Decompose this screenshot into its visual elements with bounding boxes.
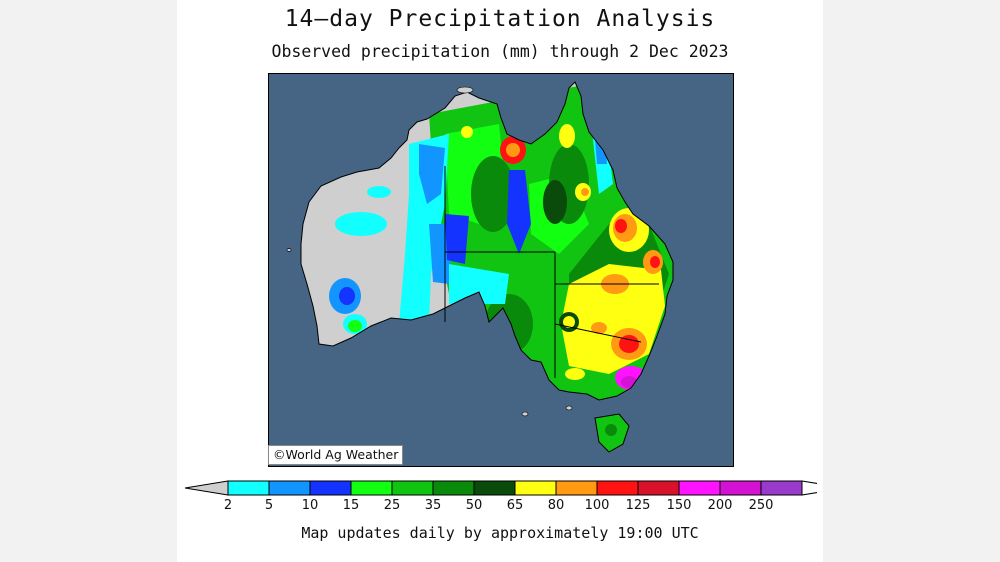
legend-tick-label: 65 — [507, 498, 524, 513]
legend-swatch — [473, 480, 516, 496]
map-credit: ©World Ag Weather — [268, 445, 404, 465]
legend-tick-label: 10 — [302, 498, 319, 513]
map-title: 14–day Precipitation Analysis — [284, 6, 716, 32]
legend-tick-label: 5 — [265, 498, 273, 513]
legend-tick-label: 25 — [384, 498, 401, 513]
update-note: Map updates daily by approximately 19:00… — [301, 524, 699, 542]
legend-tick-label: 200 — [708, 498, 733, 513]
coastline — [300, 81, 674, 401]
legend-tick-label: 50 — [466, 498, 483, 513]
legend-tick-label: 100 — [585, 498, 610, 513]
legend-above-arrow — [801, 480, 817, 496]
legend-tick-label: 15 — [343, 498, 360, 513]
map-subtitle: Observed precipitation (mm) through 2 De… — [271, 42, 729, 61]
legend-tick-label: 35 — [425, 498, 442, 513]
precipitation-map — [268, 73, 734, 467]
legend-swatch — [514, 480, 557, 496]
legend-tick-label: 80 — [548, 498, 565, 513]
map-canvas — [269, 74, 733, 466]
legend-tick-label: 2 — [224, 498, 232, 513]
state-borders — [444, 166, 659, 378]
legend-swatch — [227, 480, 270, 496]
legend-below-arrow — [185, 480, 229, 496]
legend-swatch — [555, 480, 598, 496]
legend-swatch — [391, 480, 434, 496]
legend-swatch — [309, 480, 352, 496]
legend-tick-label: 250 — [749, 498, 774, 513]
legend-tick-label: 150 — [667, 498, 692, 513]
legend-swatch — [268, 480, 311, 496]
legend-swatch — [760, 480, 803, 496]
legend-swatch — [678, 480, 721, 496]
legend-swatch — [350, 480, 393, 496]
legend-swatch — [719, 480, 762, 496]
legend-colorbar: 2 5 10 15 25 35 50 65 80 100 125 150 200 250 — [185, 480, 817, 513]
islands — [286, 86, 573, 417]
legend-tick-label: 125 — [626, 498, 651, 513]
legend-swatch — [432, 480, 475, 496]
legend-swatch — [637, 480, 680, 496]
legend-swatch — [596, 480, 639, 496]
